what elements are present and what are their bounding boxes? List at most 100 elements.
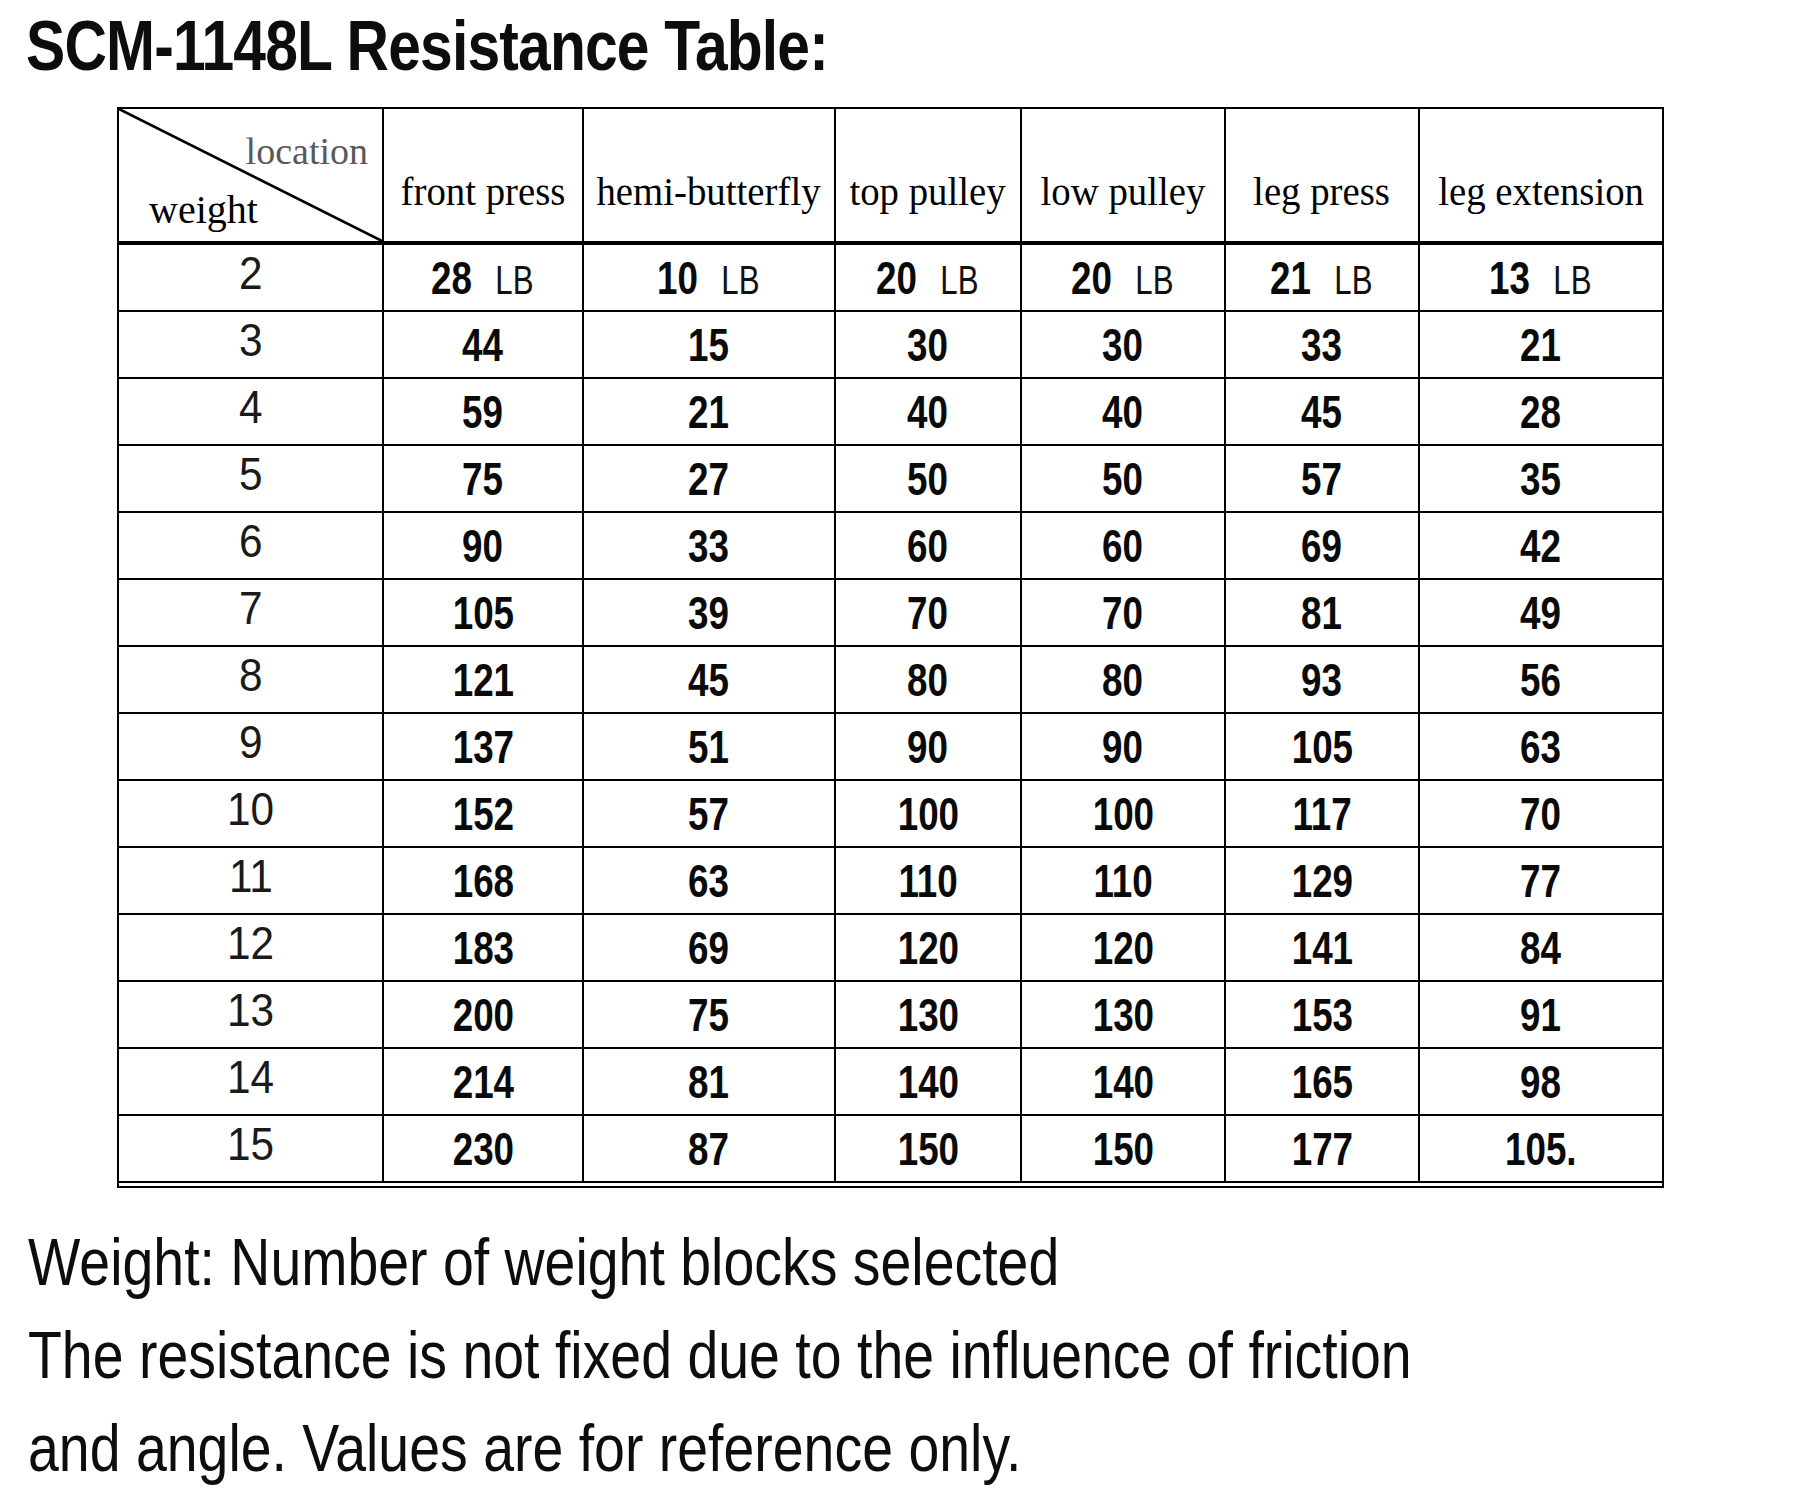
value-cell: 90: [836, 714, 1022, 781]
resistance-value: 60: [1103, 522, 1144, 570]
value-cell: 49: [1420, 580, 1662, 647]
weight-cell: 11: [119, 848, 384, 915]
resistance-value: 42: [1521, 522, 1562, 570]
resistance-value: 90: [908, 723, 949, 771]
resistance-value: 120: [1092, 924, 1153, 972]
value-cell: 69: [1226, 513, 1420, 580]
value-cell: 13 LB: [1420, 245, 1662, 312]
table-header-row: location weight front press hemi-butterf…: [119, 109, 1662, 245]
column-header-top-pulley: top pulley: [836, 109, 1022, 245]
resistance-value: 153: [1291, 991, 1352, 1039]
value-cell: 84: [1420, 915, 1662, 982]
value-cell: 39: [584, 580, 836, 647]
resistance-value: 100: [1092, 790, 1153, 838]
table-row: 101525710010011770: [119, 781, 1662, 848]
resistance-value: 77: [1521, 857, 1562, 905]
resistance-value: 177: [1291, 1125, 1352, 1173]
table-row: 81214580809356: [119, 647, 1662, 714]
value-cell: 30: [836, 312, 1022, 379]
weight-value: 7: [239, 581, 263, 635]
resistance-value: 39: [689, 589, 730, 637]
table-row: 6903360606942: [119, 513, 1662, 580]
note-weight-definition: Weight: Number of weight blocks selected: [28, 1216, 1412, 1309]
resistance-value: 59: [463, 388, 504, 436]
resistance-value: 90: [1103, 723, 1144, 771]
resistance-value: 152: [452, 790, 513, 838]
weight-cell: 15: [119, 1116, 384, 1183]
resistance-value: 21: [1521, 321, 1562, 369]
value-cell: 93: [1226, 647, 1420, 714]
resistance-value: 150: [1092, 1125, 1153, 1173]
resistance-value: 40: [908, 388, 949, 436]
value-cell: 110: [836, 848, 1022, 915]
table-row: 1523087150150177105.: [119, 1116, 1662, 1183]
value-cell: 56: [1420, 647, 1662, 714]
resistance-value: 214: [452, 1058, 513, 1106]
weight-value: 10: [227, 782, 274, 836]
value-cell: 150: [836, 1116, 1022, 1183]
weight-cell: 13: [119, 982, 384, 1049]
value-cell: 87: [584, 1116, 836, 1183]
resistance-value: 117: [1292, 790, 1351, 838]
resistance-value: 129: [1291, 857, 1352, 905]
weight-cell: 9: [119, 714, 384, 781]
value-cell: 120: [1022, 915, 1226, 982]
resistance-value: 91: [1521, 991, 1562, 1039]
value-cell: 50: [836, 446, 1022, 513]
unit-label: LB: [712, 259, 759, 301]
value-cell: 10 LB: [584, 245, 836, 312]
resistance-value: 84: [1521, 924, 1562, 972]
resistance-value: 60: [908, 522, 949, 570]
unit-label: LB: [1325, 259, 1372, 301]
unit-label: LB: [931, 259, 978, 301]
resistance-value: 56: [1521, 656, 1562, 704]
value-cell: 77: [1420, 848, 1662, 915]
value-cell: 168: [384, 848, 584, 915]
resistance-value: 21: [689, 388, 730, 436]
note-resistance-disclaimer-2: and angle. Values are for reference only…: [28, 1402, 1412, 1492]
value-cell: 81: [1226, 580, 1420, 647]
value-cell: 117: [1226, 781, 1420, 848]
resistance-value: 50: [1103, 455, 1144, 503]
resistance-value: 141: [1291, 924, 1352, 972]
value-cell: 35: [1420, 446, 1662, 513]
resistance-value: 70: [908, 589, 949, 637]
resistance-value: 20: [877, 254, 918, 302]
resistance-value: 165: [1291, 1058, 1352, 1106]
value-cell: 98: [1420, 1049, 1662, 1116]
resistance-value: 105: [452, 589, 513, 637]
value-cell: 15: [584, 312, 836, 379]
weight-cell: 7: [119, 580, 384, 647]
resistance-value: 69: [1302, 522, 1343, 570]
weight-cell: 4: [119, 379, 384, 446]
resistance-value: 50: [908, 455, 949, 503]
resistance-value: 33: [1302, 321, 1343, 369]
resistance-value: 80: [908, 656, 949, 704]
table-row: 3441530303321: [119, 312, 1662, 379]
value-cell: 69: [584, 915, 836, 982]
unit-label: LB: [486, 259, 533, 301]
resistance-value: 63: [689, 857, 730, 905]
table-row: 111686311011012977: [119, 848, 1662, 915]
weight-cell: 12: [119, 915, 384, 982]
value-cell: 70: [1420, 781, 1662, 848]
value-cell: 60: [1022, 513, 1226, 580]
value-cell: 59: [384, 379, 584, 446]
resistance-value: 81: [689, 1058, 730, 1106]
resistance-value: 120: [897, 924, 958, 972]
value-cell: 183: [384, 915, 584, 982]
value-cell: 30: [1022, 312, 1226, 379]
value-cell: 51: [584, 714, 836, 781]
table-row: 132007513013015391: [119, 982, 1662, 1049]
value-cell: 130: [836, 982, 1022, 1049]
resistance-value: 150: [897, 1125, 958, 1173]
resistance-value: 57: [1302, 455, 1343, 503]
weight-value: 14: [227, 1050, 274, 1104]
value-cell: 70: [1022, 580, 1226, 647]
resistance-value: 20: [1072, 254, 1113, 302]
value-cell: 40: [836, 379, 1022, 446]
value-cell: 75: [384, 446, 584, 513]
resistance-value: 15: [689, 321, 730, 369]
page-root: SCM-1148L Resistance Table: location wei…: [0, 0, 1800, 1492]
resistance-value: 130: [897, 991, 958, 1039]
